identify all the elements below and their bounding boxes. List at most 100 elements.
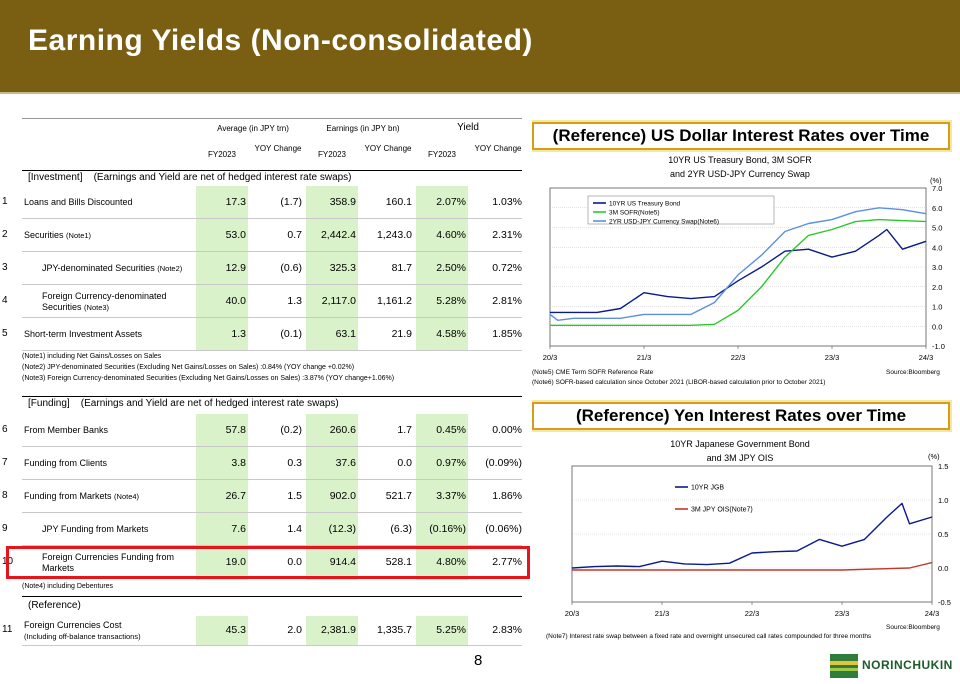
usd-x-tick-label: 20/3	[543, 353, 558, 360]
green-col-earn-3	[306, 616, 358, 646]
usd-legend-label: 10YR US Treasury Bond	[609, 201, 681, 208]
row-label-text: JPY Funding from Markets	[42, 523, 149, 534]
usd-y-tick-label: 2.0	[932, 283, 942, 292]
row-value: 2.31%	[492, 228, 522, 241]
row-label-text: Funding from Markets	[24, 490, 112, 501]
usd-note-6: (Note6) SOFR-based calculation since Oct…	[532, 379, 826, 386]
jpy-source: Source:Bloomberg	[886, 624, 940, 631]
jpy-x-tick-label: 24/3	[925, 609, 940, 618]
usd-y-tick-label: 5.0	[932, 224, 942, 233]
row-value: 2,381.9	[320, 624, 356, 636]
row-value: 1,335.7	[376, 624, 412, 636]
row-value: 7.6	[231, 522, 246, 535]
usd-chart-subtitle-2: and 2YR USD-JPY Currency Swap	[670, 169, 810, 179]
row-value: 0.72%	[492, 261, 522, 274]
row-number: 1	[2, 195, 8, 207]
jpy-legend-label: 3M JPY OIS(Note7)	[691, 507, 753, 514]
col-header-yield-fy: FY2023	[427, 150, 457, 159]
row-number: 7	[2, 456, 8, 468]
row-value: 4.60%	[436, 228, 466, 241]
jpy-panel-title: (Reference) Yen Interest Rates over Time	[532, 402, 950, 430]
jpy-x-tick-label: 23/3	[835, 609, 850, 618]
row-value: 325.3	[329, 261, 356, 274]
banner-divider	[0, 92, 960, 94]
row-value: (0.16%)	[429, 522, 466, 535]
usd-note-5: (Note5) CME Term SOFR Reference Rate	[532, 369, 654, 376]
row-divider	[22, 512, 522, 513]
row-label: JPY Funding from Markets	[42, 524, 192, 535]
jpy-series-line-1	[571, 502, 933, 569]
usd-x-tick-label: 23/3	[825, 353, 840, 360]
row-label-text: From Member Banks	[24, 424, 109, 435]
row-label: Securities (Note1)	[24, 230, 174, 241]
row-value: 4.58%	[436, 327, 466, 340]
funding-section-header: [Funding] (Earnings and Yield are net of…	[28, 398, 339, 409]
table-row-7: 7 Funding from Clients 3.8 0.3 37.6 0.0 0.97% (…	[0, 447, 522, 480]
row-label-text: Foreign Currency-denominated Securities	[42, 290, 167, 312]
col-header-yield-yoy: YOY Change	[474, 144, 522, 153]
row-label-text: Foreign Currencies Funding from Markets	[42, 551, 175, 573]
row-value: 3.8	[231, 456, 246, 469]
usd-legend-box	[587, 195, 775, 225]
highlight-box-row-10	[6, 546, 530, 579]
jpy-x-tick-label: 22/3	[745, 609, 760, 618]
row-label-text: Securities	[24, 229, 64, 240]
row-value: 0.00%	[492, 423, 522, 436]
usd-panel-title: (Reference) US Dollar Interest Rates ove…	[532, 122, 950, 150]
row-value: 0.3	[287, 456, 302, 469]
investment-section-header: [Investment] (Earnings and Yield are net…	[28, 172, 352, 183]
row-value: 2,117.0	[321, 294, 356, 307]
note-1: (Note1) including Net Gains/Losses on Sa…	[22, 353, 162, 360]
row-value: 1.3	[287, 294, 302, 307]
row-value: 12.9	[225, 261, 246, 274]
row-value: 0.97%	[436, 456, 466, 469]
table-top-rule	[22, 118, 522, 119]
row-number: 8	[2, 489, 8, 501]
table-row-4: 4 Foreign Currency-denominated Securities…	[0, 285, 522, 318]
jpy-rates-chart: 1.5 1.0 0.5 0.0 -0.5 20/3 21/3 22/3 23/3 24/3 10YR…	[565, 462, 951, 618]
row-value: 1,161.2	[376, 294, 412, 307]
table-row-9: 9 JPY Funding from Markets 7.6 1.4 (12.3) (6.…	[0, 513, 522, 546]
green-col-yield-2	[416, 414, 468, 580]
note-4: (Note4) including Debentures	[22, 583, 114, 590]
jpy-x-tick-label: 20/3	[565, 609, 580, 618]
row-value: 2.0	[287, 624, 302, 636]
row-label-note: (Note1)	[66, 230, 92, 240]
jpy-y-tick-label: 1.5	[938, 462, 948, 471]
row-value: (1.7)	[280, 195, 302, 208]
row-number: 9	[2, 522, 8, 534]
green-col-earn-2	[306, 414, 358, 580]
row-value: 358.9	[329, 195, 356, 208]
usd-y-tick-label: 7.0	[932, 184, 942, 193]
row-value: 81.7	[391, 261, 412, 274]
usd-series-line-3	[549, 207, 927, 322]
row-label-text: JPY-denominated Securities	[42, 262, 155, 273]
jpy-y-tick-label: 1.0	[938, 496, 948, 505]
usd-rates-chart: 7.0 6.0 5.0 4.0 3.0 2.0 1.0 0.0 -1.0 20/3 21/3 22/3…	[543, 184, 945, 360]
row-value: 902.0	[329, 489, 356, 502]
row-label-text: Funding from Clients	[24, 457, 108, 468]
row-value: (6.3)	[390, 522, 412, 535]
reference-section-header: (Reference)	[28, 600, 81, 611]
row-value: 528.1	[385, 555, 412, 568]
header-yield: Yield	[457, 122, 479, 133]
row-divider	[22, 317, 522, 318]
row-value: 37.6	[335, 456, 356, 469]
row-label-text: Loans and Bills Discounted	[24, 196, 133, 207]
header-earnings: Earnings (in JPY bn)	[326, 124, 400, 133]
row-value: 0.7	[287, 228, 302, 241]
row-value: 5.28%	[436, 294, 466, 307]
col-header-earn-fy: FY2023	[317, 150, 347, 159]
row-divider	[22, 545, 522, 546]
row-number: 11	[2, 624, 13, 635]
row-divider	[22, 446, 522, 447]
note-2: (Note2) JPY-denominated Securities (Excl…	[22, 364, 355, 371]
row-label-note: (Note4)	[114, 491, 140, 501]
usd-y-tick-label: 3.0	[932, 263, 942, 272]
header-rule	[22, 170, 522, 171]
row-divider	[22, 251, 522, 252]
row-value: 0.0	[397, 456, 412, 469]
norinchukin-logo: NORINCHUKIN	[830, 654, 952, 678]
usd-y-tick-label: 4.0	[932, 243, 942, 252]
row-value: 2,442.4	[320, 228, 356, 241]
